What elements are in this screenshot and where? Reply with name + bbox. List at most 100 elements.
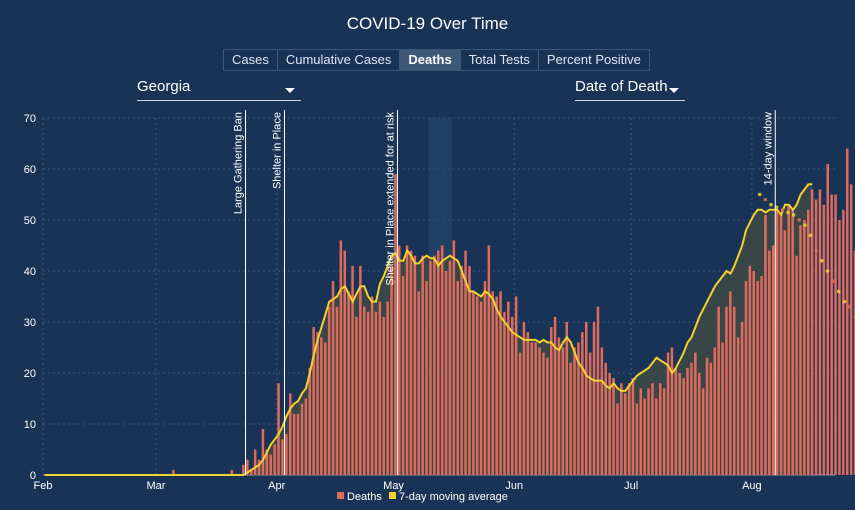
death-bar bbox=[269, 454, 272, 475]
death-bar bbox=[565, 322, 568, 475]
death-bar bbox=[499, 291, 502, 475]
death-bar bbox=[518, 352, 522, 475]
death-bar bbox=[807, 209, 810, 476]
death-bar bbox=[386, 301, 389, 475]
death-bar bbox=[448, 260, 452, 475]
death-bar bbox=[503, 311, 506, 475]
x-tick-label: Feb bbox=[34, 480, 53, 492]
death-bar bbox=[729, 291, 732, 475]
death-bar bbox=[359, 265, 362, 475]
death-bar bbox=[382, 316, 385, 475]
death-bar bbox=[550, 327, 553, 475]
state-select[interactable]: Georgia bbox=[137, 78, 301, 101]
death-bar bbox=[296, 413, 300, 475]
death-bar bbox=[772, 245, 775, 475]
death-bar bbox=[596, 306, 600, 475]
projected-point bbox=[808, 233, 813, 238]
death-bar bbox=[277, 383, 280, 475]
death-bar bbox=[261, 429, 265, 475]
death-bar bbox=[725, 306, 728, 475]
page-title: COVID-19 Over Time bbox=[346, 14, 509, 33]
death-bar bbox=[818, 189, 822, 475]
death-bar bbox=[374, 311, 378, 475]
death-bar bbox=[289, 393, 292, 475]
tab-cases[interactable]: Cases bbox=[224, 50, 278, 70]
tab-total-tests[interactable]: Total Tests bbox=[460, 50, 539, 70]
death-bar bbox=[526, 332, 530, 475]
death-bar bbox=[534, 342, 537, 475]
death-bar bbox=[557, 337, 561, 475]
death-bar bbox=[405, 245, 409, 475]
state-select-value: Georgia bbox=[137, 78, 191, 95]
death-bar bbox=[733, 306, 736, 475]
death-bar bbox=[475, 296, 479, 475]
death-bar bbox=[553, 316, 557, 475]
death-bar bbox=[600, 347, 604, 475]
death-bar bbox=[842, 209, 845, 476]
tab-deaths[interactable]: Deaths bbox=[400, 50, 461, 70]
death-bar bbox=[764, 214, 767, 475]
death-bar bbox=[849, 184, 853, 476]
death-bar bbox=[682, 378, 685, 475]
death-bar bbox=[756, 281, 759, 475]
death-bar bbox=[394, 174, 397, 475]
projected-point bbox=[791, 213, 796, 217]
x-tick-label: Jul bbox=[624, 480, 638, 492]
death-bar bbox=[810, 189, 814, 475]
death-bar bbox=[401, 276, 405, 475]
death-bar bbox=[483, 281, 487, 475]
death-bar bbox=[452, 240, 456, 475]
death-bar bbox=[390, 265, 393, 475]
death-bar bbox=[631, 378, 635, 475]
death-bar bbox=[826, 163, 829, 475]
death-bar bbox=[775, 209, 779, 476]
death-bar bbox=[429, 260, 432, 475]
death-bar bbox=[343, 250, 346, 475]
death-bar bbox=[542, 352, 545, 475]
projected-point bbox=[848, 304, 852, 309]
death-bar bbox=[172, 469, 175, 475]
death-bar bbox=[335, 306, 339, 475]
projected-point bbox=[836, 289, 841, 294]
death-bar bbox=[721, 342, 724, 475]
x-tick-label: Mar bbox=[146, 480, 165, 492]
metric-tabs: Cases Cumulative Cases Deaths Total Test… bbox=[223, 49, 650, 71]
death-bar bbox=[339, 240, 343, 475]
death-bar bbox=[300, 403, 304, 475]
projected-point bbox=[757, 192, 762, 197]
projected-point bbox=[797, 218, 801, 222]
death-bar bbox=[257, 459, 261, 475]
death-bar bbox=[573, 347, 576, 475]
death-bar bbox=[803, 220, 806, 475]
death-bar bbox=[639, 388, 642, 475]
event-marker-label: Shelter in Place extended for at risk bbox=[384, 112, 396, 286]
death-bar bbox=[265, 449, 269, 475]
death-bar bbox=[250, 469, 253, 475]
death-bar bbox=[324, 342, 327, 475]
death-bar bbox=[304, 398, 308, 475]
death-bar bbox=[581, 332, 584, 475]
death-bar bbox=[752, 271, 755, 475]
death-bar bbox=[830, 194, 833, 475]
legend-swatch-deaths bbox=[337, 492, 344, 499]
tab-cumulative-cases[interactable]: Cumulative Cases bbox=[277, 50, 401, 70]
death-bar bbox=[787, 204, 790, 475]
death-bar bbox=[456, 281, 459, 475]
death-bar bbox=[530, 342, 533, 475]
death-bar bbox=[616, 403, 619, 475]
x-tick-label: Aug bbox=[742, 480, 762, 492]
death-bar bbox=[701, 388, 705, 475]
death-bar bbox=[744, 281, 748, 475]
death-bar bbox=[783, 230, 787, 475]
death-bar bbox=[659, 383, 662, 475]
death-bar bbox=[655, 398, 658, 475]
death-bar bbox=[748, 265, 752, 475]
death-bar bbox=[514, 296, 518, 475]
projected-point bbox=[780, 208, 785, 212]
death-bar bbox=[378, 301, 382, 475]
death-bar bbox=[779, 214, 783, 475]
tab-percent-positive[interactable]: Percent Positive bbox=[538, 50, 649, 70]
date-type-select[interactable]: Date of Death bbox=[575, 78, 685, 101]
death-bar bbox=[312, 327, 315, 475]
death-bar bbox=[444, 271, 448, 475]
